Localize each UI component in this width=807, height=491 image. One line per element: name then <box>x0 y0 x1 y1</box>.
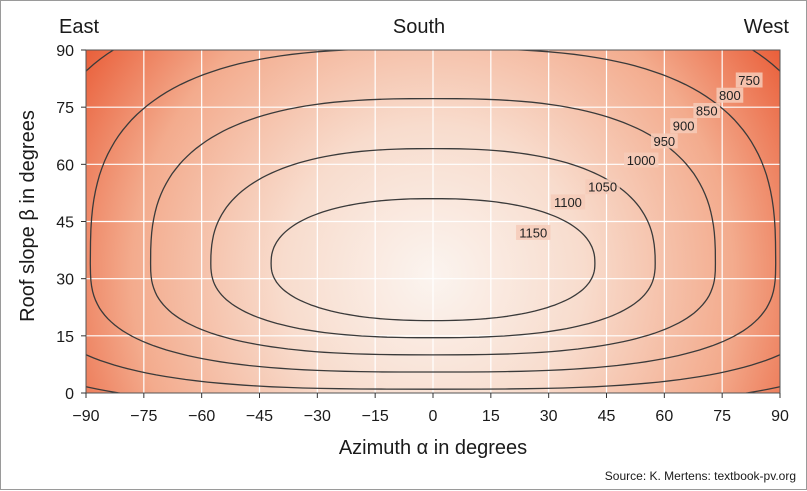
contour-line-1150 <box>270 197 596 322</box>
x-tick-label: 15 <box>482 408 500 425</box>
contour-label-bg <box>693 102 721 118</box>
contour-line-950 <box>86 50 780 390</box>
x-axis-label: Azimuth α in degrees <box>339 437 527 459</box>
x-tick-label: −45 <box>246 408 273 425</box>
source-credit: Source: K. Mertens: textbook-pv.org <box>605 469 796 483</box>
contour-label-bg <box>585 179 620 195</box>
direction-east-label: East <box>59 16 99 38</box>
x-tick-label: −30 <box>304 408 331 425</box>
contour-label-1000: 1000 <box>627 153 656 168</box>
x-tick-label: 45 <box>598 408 616 425</box>
contour-line-1000 <box>89 50 777 373</box>
x-tick-label: 0 <box>429 408 438 425</box>
contour-label-900: 900 <box>673 119 695 134</box>
x-tick-label: −60 <box>188 408 215 425</box>
x-tick-label: −75 <box>130 408 157 425</box>
contour-label-bg <box>670 118 698 134</box>
contour-lines <box>86 50 780 393</box>
y-tick-label: 15 <box>56 329 74 346</box>
contour-label-bg <box>735 72 763 88</box>
y-tick-label: 75 <box>56 100 74 117</box>
x-tick-label: 30 <box>540 408 558 425</box>
contour-label-950: 950 <box>653 134 675 149</box>
x-tick-label: 75 <box>713 408 731 425</box>
contour-label-800: 800 <box>719 88 741 103</box>
y-tick-label: 90 <box>56 43 74 60</box>
x-tick-label: −90 <box>72 408 99 425</box>
grid-lines <box>86 50 780 393</box>
contour-line-1100 <box>210 147 656 339</box>
x-tick-label: 60 <box>655 408 673 425</box>
contour-label-bg <box>650 133 678 149</box>
direction-west-label: West <box>744 16 790 38</box>
contour-label-850: 850 <box>696 103 718 118</box>
y-tick-label: 0 <box>65 386 74 403</box>
contour-label-bg <box>716 87 744 103</box>
x-tick-label: −15 <box>362 408 389 425</box>
contour-label-bg <box>550 194 586 210</box>
y-tick-label: 30 <box>56 272 74 289</box>
contour-label-750: 750 <box>738 73 760 88</box>
y-tick-label: 60 <box>56 157 74 174</box>
direction-south-label: South <box>393 16 445 38</box>
contour-label-1050: 1050 <box>588 180 617 195</box>
y-tick-label: 45 <box>56 215 74 232</box>
contour-label-bg <box>624 152 659 168</box>
y-axis-ticks: 0 15 30 45 60 75 90 <box>56 43 86 403</box>
y-axis-label: Roof slope β in degrees <box>17 110 39 322</box>
x-axis-ticks: −90 −75 −60 −45 −30 −15 0 15 30 45 60 75 90 <box>72 393 789 425</box>
contour-label-1100: 1100 <box>554 195 582 210</box>
contour-line-1050 <box>149 97 717 356</box>
x-tick-label: 90 <box>771 408 789 425</box>
contour-label-bg <box>516 224 551 240</box>
contour-label-1150: 1150 <box>519 225 547 240</box>
